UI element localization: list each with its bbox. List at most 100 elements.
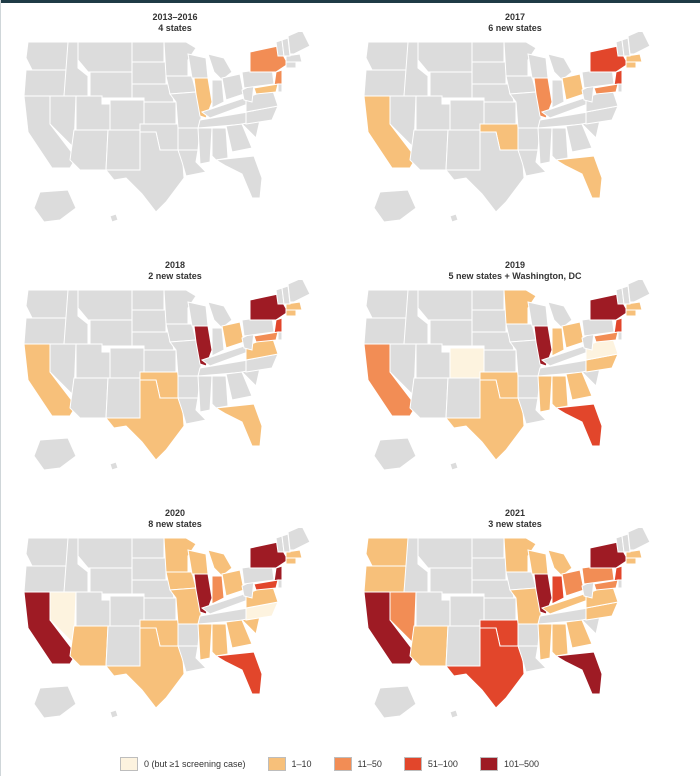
state-IA [165, 75, 197, 95]
state-MI [547, 549, 573, 577]
state-IN [211, 327, 225, 357]
legend-swatch [479, 757, 498, 771]
state-CO [109, 99, 145, 131]
state-AK [33, 189, 77, 223]
state-DE [617, 83, 623, 93]
state-MS [197, 375, 213, 413]
state-NE [471, 331, 515, 351]
state-WA [365, 537, 409, 567]
state-AR [517, 623, 541, 647]
state-AZ [69, 377, 109, 419]
state-WI [187, 549, 209, 575]
state-HI [109, 709, 119, 719]
state-GA [225, 371, 253, 401]
panel-title: 2021 3 new states [350, 508, 680, 530]
state-ND [471, 537, 505, 559]
state-WA [25, 41, 69, 71]
state-NH [281, 533, 291, 553]
state-AZ [409, 377, 449, 419]
state-MD [593, 331, 619, 343]
state-NH [621, 533, 631, 553]
state-WI [187, 301, 209, 327]
state-MD [253, 331, 279, 343]
state-CO [449, 347, 485, 379]
state-MS [197, 127, 213, 165]
state-FL [554, 403, 603, 447]
legend-swatch [403, 757, 422, 771]
panel-subtitle: 6 new states [488, 23, 542, 33]
state-MT [417, 41, 473, 73]
state-UT [415, 343, 451, 379]
state-AR [517, 127, 541, 151]
legend-label: 11–50 [357, 759, 382, 769]
state-OR [363, 317, 409, 345]
state-GA [225, 123, 253, 153]
state-ND [131, 289, 165, 311]
state-MD [253, 579, 279, 591]
state-ME [287, 528, 311, 551]
state-DE [617, 579, 623, 589]
state-MD [253, 83, 279, 95]
state-OH [561, 321, 585, 349]
state-TX [444, 627, 525, 709]
state-FL [214, 651, 263, 695]
state-WI [527, 549, 549, 575]
state-NE [131, 331, 175, 351]
state-MT [417, 537, 473, 569]
state-AL [211, 375, 229, 409]
state-IL [533, 77, 553, 119]
state-NM [105, 129, 141, 171]
us-map [23, 280, 311, 471]
state-MT [77, 537, 133, 569]
state-IA [505, 323, 537, 343]
state-IL [193, 573, 213, 615]
state-ME [627, 32, 651, 55]
state-AZ [409, 129, 449, 171]
state-ME [627, 528, 651, 551]
state-HI [449, 709, 459, 719]
state-IN [551, 327, 565, 357]
state-IN [211, 79, 225, 109]
state-TX [104, 379, 185, 461]
state-CO [449, 99, 485, 131]
state-AL [211, 623, 229, 657]
state-NM [445, 129, 481, 171]
state-MS [537, 375, 553, 413]
state-WY [89, 319, 133, 347]
state-AL [551, 375, 569, 409]
state-HI [449, 461, 459, 471]
state-LA [517, 645, 548, 673]
state-NE [131, 83, 175, 103]
state-SD [471, 557, 507, 581]
state-NM [105, 377, 141, 419]
state-IN [551, 79, 565, 109]
state-HI [109, 213, 119, 223]
state-UT [75, 343, 111, 379]
state-KS [483, 101, 517, 125]
panel-subtitle: 4 states [158, 23, 192, 33]
state-HI [449, 213, 459, 223]
state-CO [109, 595, 145, 627]
legend-label: 0 (but ≥1 screening case) [144, 759, 246, 769]
state-LA [177, 645, 208, 673]
state-DE [617, 331, 623, 341]
state-GA [565, 371, 593, 401]
state-WY [89, 567, 133, 595]
state-WY [89, 71, 133, 99]
panel-title: 2017 6 new states [350, 12, 680, 34]
side-rule [0, 0, 1, 776]
state-UT [415, 95, 451, 131]
state-MI [207, 549, 233, 577]
state-WY [429, 71, 473, 99]
panel-subtitle: 3 new states [488, 519, 542, 529]
panel-title: 2018 2 new states [10, 260, 340, 282]
state-AK [33, 685, 77, 719]
state-IL [533, 573, 553, 615]
state-MS [197, 623, 213, 661]
state-CT [625, 61, 637, 69]
state-WI [187, 53, 209, 79]
state-MD [593, 83, 619, 95]
state-IL [533, 325, 553, 367]
panel-year: 2013–2016 [152, 12, 198, 22]
state-ND [471, 289, 505, 311]
